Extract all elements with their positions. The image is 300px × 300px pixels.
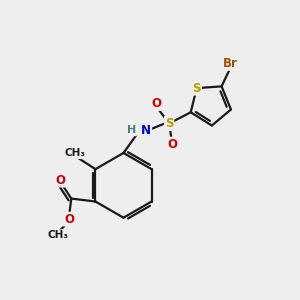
Text: N: N [141,124,151,137]
Text: O: O [167,138,177,151]
Text: O: O [151,97,161,110]
Text: O: O [55,173,65,187]
Text: Br: Br [223,57,238,70]
Text: S: S [165,117,173,130]
Text: CH₃: CH₃ [64,148,85,158]
Text: O: O [64,213,74,226]
Text: CH₃: CH₃ [47,230,68,240]
Text: H: H [127,125,136,135]
Text: S: S [193,82,201,94]
